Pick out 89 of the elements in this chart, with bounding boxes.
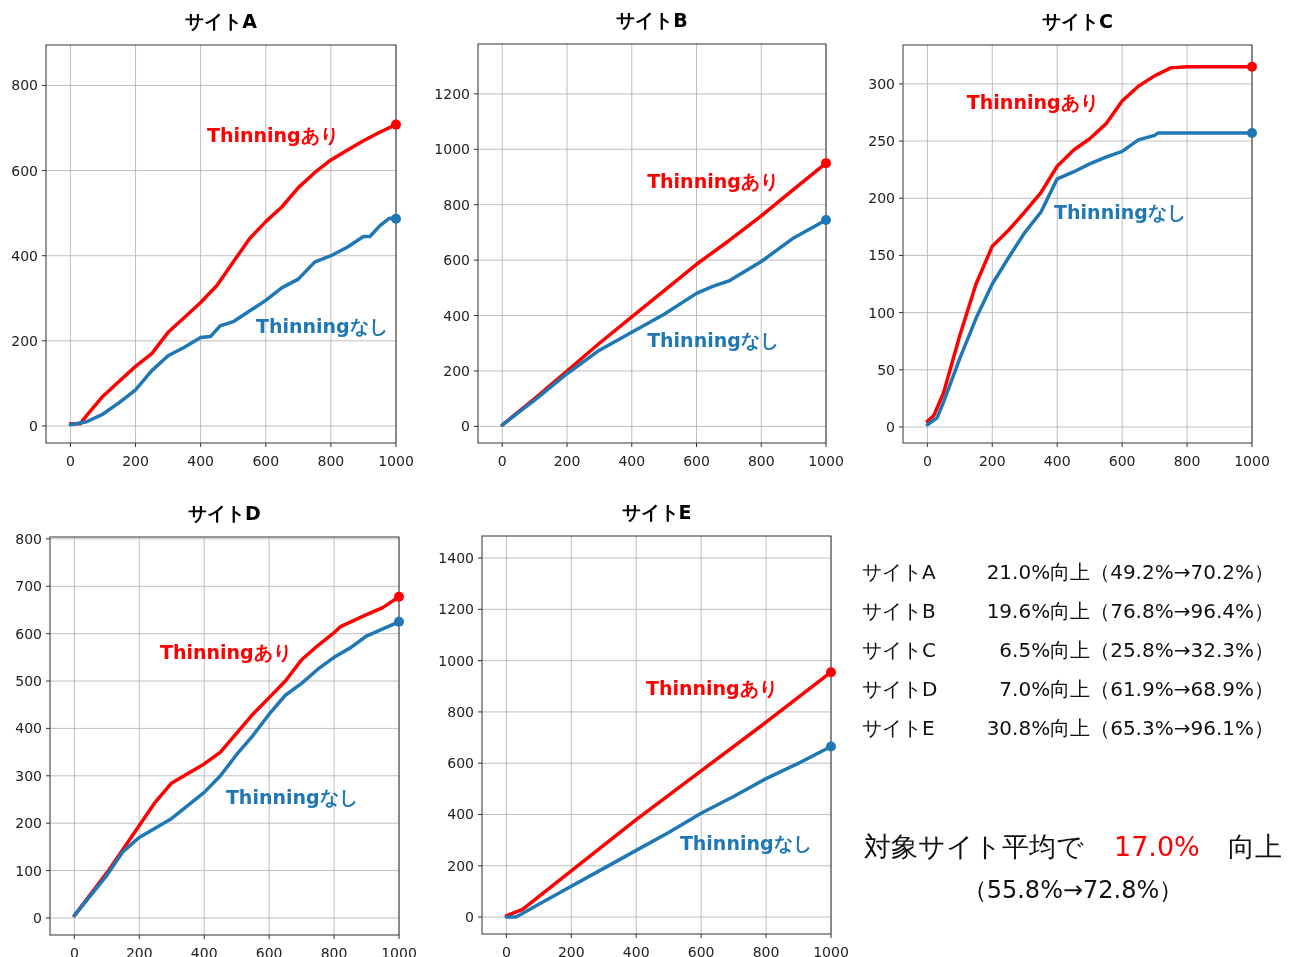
text: 7.0%向上（61.9%→68.9%） <box>999 677 1274 701</box>
x-tick-label: 1000 <box>813 944 849 957</box>
chart-title: サイトA <box>185 10 258 32</box>
text: 向上 <box>1228 831 1282 862</box>
y-tick-label: 200 <box>11 332 38 349</box>
y-tick-label: 0 <box>886 418 895 435</box>
text: 30.8%向上（65.3%→96.1%） <box>986 716 1274 740</box>
chart-title: サイトE <box>621 501 692 523</box>
x-tick-label: 200 <box>557 944 585 957</box>
y-tick-label: 400 <box>443 307 470 324</box>
y-tick-label: 1200 <box>438 601 474 618</box>
text: 17.0% <box>1114 831 1200 862</box>
y-tick-label: 600 <box>15 625 42 642</box>
x-tick-label: 400 <box>618 453 646 469</box>
y-tick-label: 400 <box>15 720 42 737</box>
x-tick-label: 200 <box>553 453 581 469</box>
y-tick-label: 250 <box>868 133 895 150</box>
x-tick-label: 800 <box>752 944 780 957</box>
x-tick-label: 400 <box>622 944 650 957</box>
series-label: Thinningあり <box>159 641 292 664</box>
text: サイトC <box>862 638 936 662</box>
series-label: Thinningあり <box>207 123 339 146</box>
y-tick-label: 0 <box>29 417 38 434</box>
series-label: Thinningなし <box>1054 200 1186 223</box>
x-tick-label: 1000 <box>1234 453 1270 469</box>
y-tick-label: 200 <box>868 190 895 207</box>
y-tick-label: 1400 <box>438 550 474 567</box>
text: サイトB <box>862 599 936 623</box>
y-tick-label: 800 <box>15 530 42 547</box>
y-tick-label: 600 <box>443 252 470 269</box>
y-tick-label: 1000 <box>438 652 474 669</box>
x-tick-label: 200 <box>978 453 1006 469</box>
y-tick-label: 50 <box>877 361 895 378</box>
text: （55.8%→72.8%） <box>962 876 1184 904</box>
series-label: Thinningなし <box>647 329 779 352</box>
y-tick-label: 400 <box>11 247 38 264</box>
text: サイトE <box>862 716 935 740</box>
y-tick-label: 0 <box>461 418 470 435</box>
y-tick-label: 700 <box>15 578 42 595</box>
y-tick-label: 800 <box>11 77 38 94</box>
text: 19.6%向上（76.8%→96.4%） <box>986 599 1274 623</box>
text: 21.0%向上（49.2%→70.2%） <box>986 560 1274 584</box>
x-tick-label: 400 <box>187 453 215 469</box>
x-tick-label: 600 <box>687 944 715 957</box>
y-tick-label: 200 <box>15 815 42 832</box>
text: 対象サイト平均で <box>864 831 1084 862</box>
series-label: Thinningなし <box>256 314 388 337</box>
text: 6.5%向上（25.8%→32.3%） <box>999 638 1274 662</box>
series-label: Thinningあり <box>647 169 779 192</box>
x-tick-label: 0 <box>922 453 932 469</box>
x-tick-label: 600 <box>683 453 710 469</box>
x-tick-label: 1000 <box>808 453 844 469</box>
text: サイトD <box>862 677 938 701</box>
x-tick-label: 800 <box>317 453 345 469</box>
series-label: Thinningなし <box>679 831 812 854</box>
series-label: Thinningあり <box>966 90 1099 113</box>
y-tick-label: 100 <box>15 862 42 879</box>
x-tick-label: 400 <box>1043 453 1071 469</box>
y-tick-label: 150 <box>868 247 895 264</box>
y-tick-label: 0 <box>33 909 42 926</box>
chart-title: サイトD <box>188 502 261 524</box>
y-tick-label: 1000 <box>434 141 470 158</box>
x-tick-label: 0 <box>501 944 511 957</box>
text: サイトA <box>862 560 936 584</box>
y-tick-label: 600 <box>11 162 38 179</box>
y-tick-label: 400 <box>447 806 474 823</box>
chart-title: サイトC <box>1042 10 1113 32</box>
y-tick-label: 300 <box>15 767 42 784</box>
y-tick-label: 800 <box>447 703 474 720</box>
y-tick-label: 200 <box>447 857 474 874</box>
x-tick-label: 0 <box>65 453 75 469</box>
y-tick-label: 1200 <box>434 85 470 102</box>
x-tick-label: 0 <box>497 453 507 469</box>
series-label: Thinningなし <box>225 785 358 808</box>
x-tick-label: 600 <box>1108 453 1136 469</box>
y-tick-label: 200 <box>443 362 470 379</box>
y-tick-label: 300 <box>868 75 895 92</box>
x-tick-label: 800 <box>1173 453 1201 469</box>
y-tick-label: 100 <box>868 304 895 321</box>
x-tick-label: 600 <box>252 453 280 469</box>
x-tick-label: 800 <box>747 453 775 469</box>
y-tick-label: 500 <box>15 673 42 690</box>
series-label: Thinningあり <box>646 677 778 700</box>
x-tick-label: 200 <box>122 453 149 469</box>
y-tick-label: 800 <box>443 196 470 213</box>
chart-title: サイトB <box>616 9 688 31</box>
y-tick-label: 0 <box>465 909 474 926</box>
y-tick-label: 600 <box>447 755 474 772</box>
x-tick-label: 1000 <box>378 453 414 469</box>
